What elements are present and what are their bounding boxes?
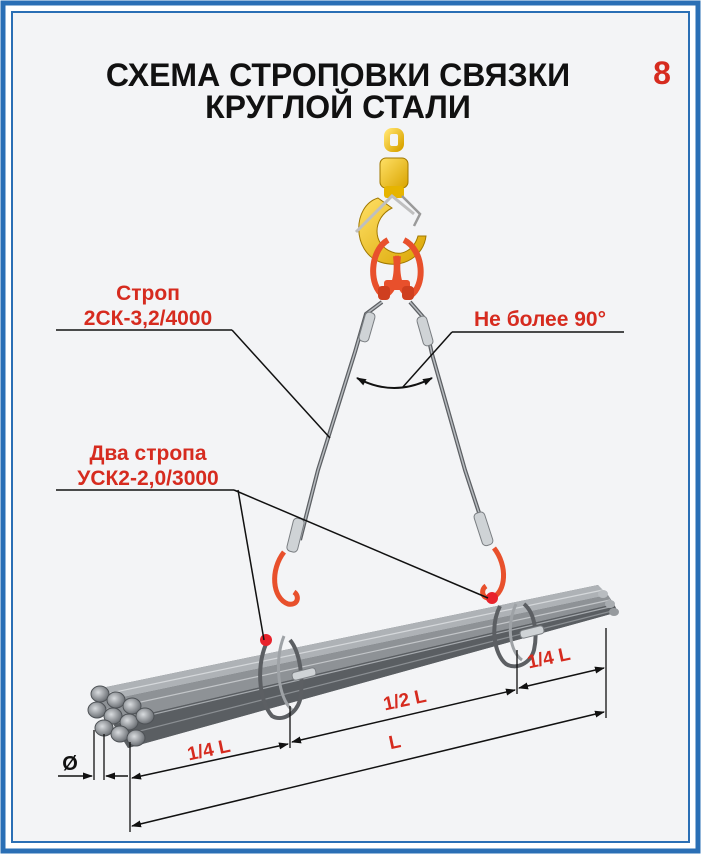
label-two-slings-line2: УСК2-2,0/3000 (77, 467, 218, 490)
angle-arc (356, 377, 433, 389)
master-link (370, 237, 424, 300)
dim-line-quarter-right (518, 666, 605, 690)
scheme-number: 8 (653, 55, 671, 91)
label-main-sling: Строп 2СК-3,2/4000 (56, 282, 331, 439)
label-angle-text: Не более 90° (474, 308, 606, 331)
dim-total: L (387, 731, 403, 754)
label-two-slings-line1: Два стропа (89, 442, 206, 465)
crane-hook-icon (354, 128, 427, 265)
label-main-sling-line2: 2СК-3,2/4000 (84, 307, 212, 330)
title-line-2: КРУГЛОЙ СТАЛИ (205, 89, 471, 125)
title-line-1: СХЕМА СТРОПОВКИ СВЯЗКИ (106, 57, 570, 93)
dim-diameter: Ø (62, 753, 78, 775)
label-two-slings: Два стропа УСК2-2,0/3000 (56, 442, 489, 641)
dim-line-total (131, 710, 605, 828)
label-main-sling-line1: Строп (116, 282, 180, 305)
label-angle: Не более 90° (356, 308, 624, 389)
